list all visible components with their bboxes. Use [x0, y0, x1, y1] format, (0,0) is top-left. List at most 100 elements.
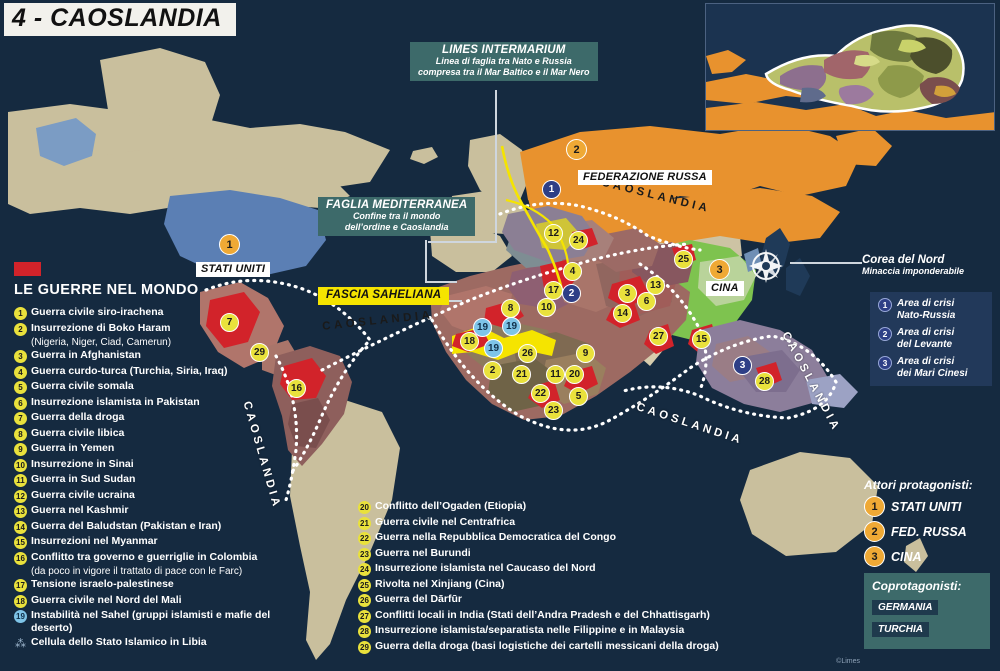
legend-label: Insurrezione islamista in Pakistan — [31, 395, 200, 408]
map-pin-actor-3[interactable]: 3 — [709, 259, 730, 280]
map-pin-war-26[interactable]: 26 — [518, 344, 537, 363]
callout-limes-line1: Linea di faglia tra Nato e Russia — [435, 56, 572, 66]
legend-number: 6 — [14, 396, 27, 410]
map-pin-war-11[interactable]: 11 — [546, 365, 565, 384]
map-pin-war-29[interactable]: 29 — [250, 343, 269, 362]
legend-item: 2 Insurrezione di Boko Haram — [14, 322, 314, 336]
legend-number: 27 — [358, 609, 371, 623]
legend-item: 11 Guerra in Sud Sudan — [14, 473, 314, 487]
map-pin-war-25[interactable]: 25 — [674, 250, 693, 269]
legend-item: 26 Guerra del Dārfūr — [358, 593, 778, 607]
wars-legend: LE GUERRE NEL MONDO 1 Guerra civile siro-… — [14, 262, 314, 651]
map-pin-war-7[interactable]: 7 — [220, 313, 239, 332]
legend-label: Tensione israelo-palestinese — [31, 578, 174, 590]
map-pin-war-13[interactable]: 13 — [646, 276, 665, 295]
legend-label: Guerra nel Burundi — [375, 546, 471, 559]
legend-number: 9 — [14, 443, 27, 456]
legend-number: 13 — [14, 505, 27, 518]
map-label-cina: CINA — [706, 281, 744, 296]
map-pin-war-12[interactable]: 12 — [544, 224, 563, 243]
actor-name: STATI UNITI — [891, 499, 962, 514]
legend-item: 13 Guerra nel Kashmir — [14, 504, 314, 518]
map-pin-war-4[interactable]: 4 — [563, 262, 582, 281]
legend-number: 23 — [358, 547, 371, 561]
map-pin-sahel-19[interactable]: 19 — [502, 317, 521, 336]
legend-label: Instabilità nel Sahel (gruppi islamisti … — [31, 609, 271, 634]
map-pin-war-16[interactable]: 16 — [287, 379, 306, 398]
legend-item: 8 Guerra civile libica — [14, 427, 314, 441]
map-pin-war-22[interactable]: 22 — [531, 384, 550, 403]
crisis-area-item: 2 Area di crisi del Levante — [878, 327, 986, 350]
map-pin-war-21[interactable]: 21 — [512, 365, 531, 384]
map-pin-actor-2[interactable]: 2 — [566, 139, 587, 160]
legend-item: 21 Guerra civile nel Centrafrica — [358, 516, 778, 530]
map-pin-war-24[interactable]: 24 — [569, 231, 588, 250]
callout-limes-intermarium: LIMES INTERMARIUM Linea di faglia tra Na… — [410, 42, 598, 81]
map-pin-war-5[interactable]: 5 — [569, 387, 588, 406]
map-label-federazione-russa: FEDERAZIONE RUSSA — [578, 170, 712, 185]
map-pin-war-14[interactable]: 14 — [613, 304, 632, 323]
map-pin-war-2[interactable]: 2 — [483, 361, 502, 380]
legend-item: 1 Guerra civile siro-irachena — [14, 306, 314, 320]
legend-label: Guerra civile libica — [31, 426, 125, 439]
wars-legend-heading: LE GUERRE NEL MONDO — [14, 282, 199, 298]
legend-item: 16 Conflitto tra governo e guerriglie in … — [14, 551, 314, 565]
map-pin-war-3[interactable]: 3 — [618, 284, 637, 303]
map-pin-war-6[interactable]: 6 — [637, 292, 656, 311]
map-pin-war-10[interactable]: 10 — [537, 298, 556, 317]
map-pin-crisis-2[interactable]: 2 — [562, 284, 581, 303]
legend-item: 6 Insurrezione islamista in Pakistan — [14, 396, 314, 410]
legend-label: Guerra del Baludstan (Pakistan e Iran) — [31, 519, 222, 532]
legend-number: 21 — [358, 516, 371, 530]
legend-item: 17 Tensione israelo-palestinese — [14, 578, 314, 592]
legend-number: 4 — [14, 365, 27, 379]
leader-limes — [495, 90, 497, 242]
map-pin-war-9[interactable]: 9 — [576, 344, 595, 363]
map-pin-actor-1[interactable]: 1 — [219, 234, 240, 255]
legend-number: 26 — [358, 594, 371, 607]
leader-north-korea — [790, 262, 862, 264]
map-pin-war-8[interactable]: 8 — [501, 299, 520, 318]
map-pin-war-27[interactable]: 27 — [649, 327, 668, 346]
map-pin-war-17[interactable]: 17 — [544, 281, 563, 300]
crisis-area-number: 3 — [878, 356, 892, 370]
actor-name: FED. RUSSA — [891, 524, 967, 539]
legend-label: Guerra in Sud Sudan — [31, 473, 136, 485]
page-title: 4 - CAOSLANDIA — [4, 3, 236, 36]
legend-number: 16 — [14, 551, 27, 565]
crisis-area-label: Area di crisi del Levante — [897, 327, 954, 350]
legend-item: 9 Guerra in Yemen — [14, 442, 314, 456]
legend-item: 12 Guerra civile ucraina — [14, 489, 314, 503]
map-pin-war-15[interactable]: 15 — [692, 330, 711, 349]
legend-number: 22 — [358, 532, 371, 545]
crisis-areas-legend: 1 Area di crisi Nato-Russia 2 Area di crisi d… — [870, 292, 992, 386]
map-pin-war-23[interactable]: 23 — [544, 401, 563, 420]
callout-faglia-line2: dell’ordine e Caoslandia — [344, 221, 449, 232]
map-pin-war-20[interactable]: 20 — [565, 365, 584, 384]
legend-item: 18 Guerra civile nel Nord del Mali — [14, 594, 314, 608]
map-pin-war-28[interactable]: 28 — [755, 372, 774, 391]
crisis-area-line2: del Levante — [897, 338, 953, 350]
legend-item: 23 Guerra nel Burundi — [358, 547, 778, 561]
map-pin-crisis-1[interactable]: 1 — [542, 180, 561, 199]
page-title-text: 4 - CAOSLANDIA — [12, 4, 222, 32]
legend-label: Conflitto dell’Ogaden (Etiopia) — [375, 500, 527, 512]
map-pin-crisis-3[interactable]: 3 — [733, 356, 752, 375]
crisis-area-line1: Area di crisi — [897, 327, 955, 338]
callout-faglia-title: FAGLIA MEDITERRANEA — [326, 199, 468, 211]
callout-faglia-mediterranea: FAGLIA MEDITERRANEA Confine tra il mondo… — [318, 197, 476, 236]
legend-label: Insurrezione islamista/separatista nelle… — [375, 624, 685, 636]
crisis-area-item: 1 Area di crisi Nato-Russia — [878, 298, 986, 321]
map-pin-war-18[interactable]: 18 — [460, 332, 479, 351]
crisis-area-number: 2 — [878, 327, 892, 341]
legend-label: Guerra in Afghanistan — [31, 349, 141, 361]
legend-label: Guerra curdo-turca (Turchia, Siria, Iraq… — [31, 364, 228, 377]
legend-number: 3 — [14, 350, 27, 363]
crisis-area-line1: Area di crisi — [897, 356, 955, 367]
legend-item: 28 Insurrezione islamista/separatista nel… — [358, 624, 778, 638]
map-pin-sahel-19[interactable]: 19 — [484, 339, 503, 358]
legend-label: Rivolta nel Xinjiang (Cina) — [375, 577, 505, 590]
legend-number: 2 — [14, 322, 27, 336]
map-pin-sahel-19[interactable]: 19 — [473, 318, 492, 337]
